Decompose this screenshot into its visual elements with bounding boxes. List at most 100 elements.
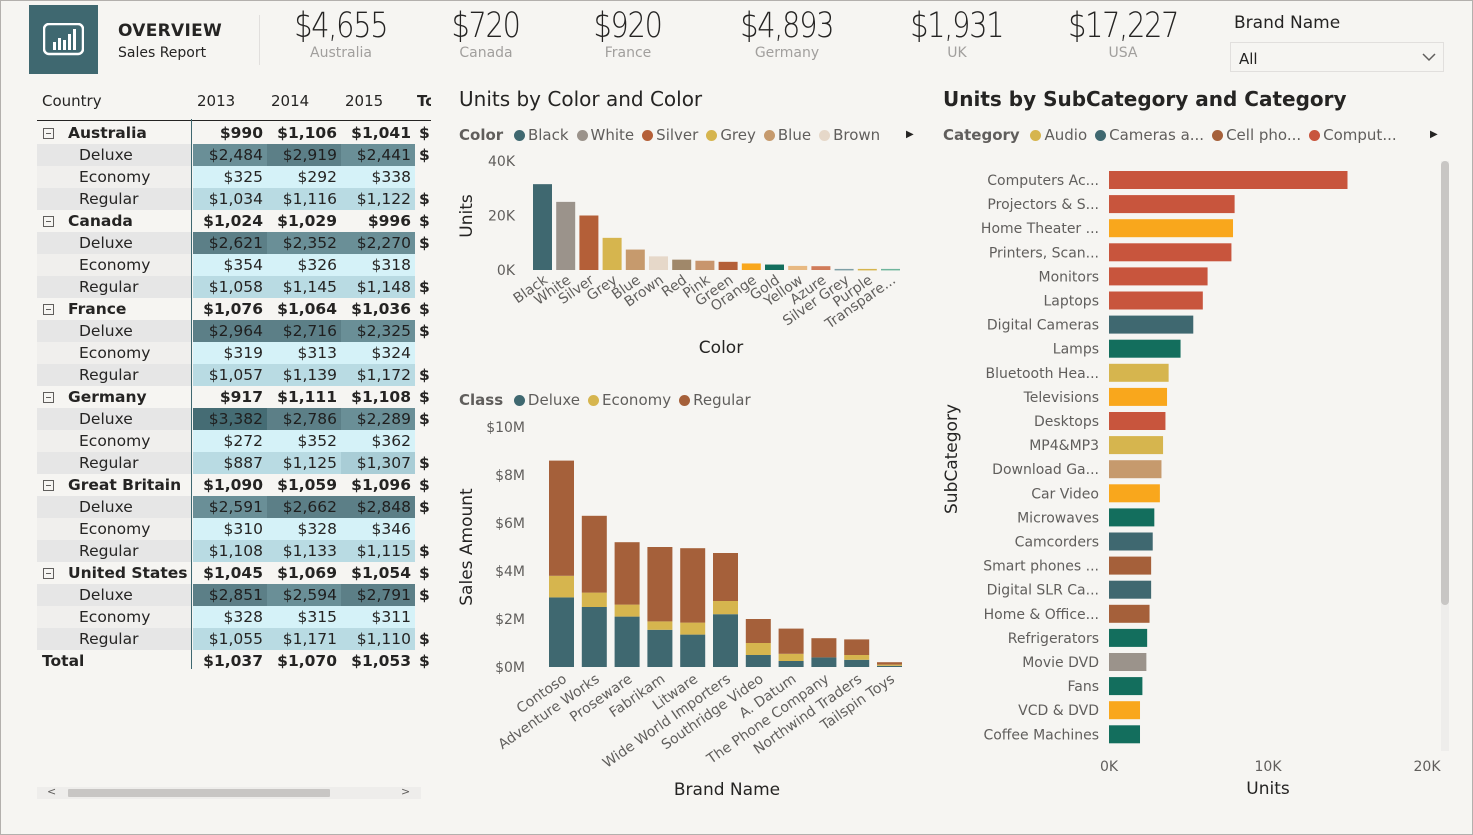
legend-item[interactable]: Regular	[679, 391, 751, 409]
bar[interactable]	[1109, 701, 1141, 720]
stacked-bar-segment[interactable]	[745, 619, 771, 643]
matrix-header-2013[interactable]: 2013	[197, 92, 236, 110]
matrix-row[interactable]: Deluxe $2,621 $2,352 $2,270 $	[37, 232, 431, 254]
matrix-group-row[interactable]: Germany $917 $1,111 $1,108 $	[37, 386, 431, 408]
stacked-bar-segment[interactable]	[647, 621, 673, 630]
matrix-header-2014[interactable]: 2014	[271, 92, 310, 110]
stacked-bar-segment[interactable]	[778, 653, 804, 661]
matrix-group-row[interactable]: France $1,076 $1,064 $1,036 $	[37, 298, 431, 320]
legend-item[interactable]: Deluxe	[513, 391, 580, 409]
bar[interactable]	[788, 265, 808, 270]
matrix-group-row[interactable]: Australia $990 $1,106 $1,041 $	[37, 122, 431, 144]
matrix-total-row[interactable]: Total $1,037 $1,070 $1,053 $	[37, 650, 431, 672]
bar[interactable]	[1109, 580, 1152, 599]
matrix-row[interactable]: Deluxe $2,484 $2,919 $2,441 $	[37, 144, 431, 166]
legend-item[interactable]: White	[576, 126, 634, 144]
matrix-row[interactable]: Deluxe $2,851 $2,594 $2,791 $	[37, 584, 431, 606]
stacked-bar-segment[interactable]	[844, 659, 870, 667]
bar[interactable]	[1109, 604, 1150, 623]
matrix-header-country[interactable]: Country	[42, 92, 102, 110]
matrix-horizontal-scrollbar[interactable]: < >	[37, 785, 421, 801]
bar[interactable]	[1109, 460, 1162, 479]
scroll-left-icon[interactable]: <	[47, 785, 57, 798]
stacked-bar-segment[interactable]	[614, 616, 640, 667]
stacked-bar-segment[interactable]	[877, 664, 902, 666]
legend-item[interactable]: Cameras a...	[1095, 126, 1204, 144]
matrix-row[interactable]: Economy $272 $352 $362	[37, 430, 431, 452]
matrix-row[interactable]: Regular $1,055 $1,171 $1,110 $	[37, 628, 431, 650]
stacked-bar-segment[interactable]	[614, 542, 640, 605]
collapse-icon[interactable]	[43, 128, 54, 139]
matrix-row[interactable]: Economy $310 $328 $346	[37, 518, 431, 540]
collapse-icon[interactable]	[43, 216, 54, 227]
bar[interactable]	[1109, 412, 1166, 430]
collapse-icon[interactable]	[43, 304, 54, 315]
bar[interactable]	[1109, 508, 1155, 527]
bar[interactable]	[695, 260, 715, 270]
bar[interactable]	[1109, 195, 1235, 214]
stacked-bar-segment[interactable]	[581, 607, 607, 667]
legend-item[interactable]: Silver	[642, 126, 698, 144]
bar[interactable]	[857, 268, 877, 271]
bar[interactable]	[1109, 725, 1141, 744]
brand-slicer-dropdown[interactable]: All	[1230, 42, 1444, 72]
matrix-group-row[interactable]: Great Britain $1,090 $1,059 $1,096 $	[37, 474, 431, 496]
stacked-bar-segment[interactable]	[680, 622, 706, 635]
bar[interactable]	[1109, 363, 1169, 382]
bar[interactable]	[1109, 532, 1153, 551]
scrollbar-thumb[interactable]	[68, 789, 330, 797]
legend-item[interactable]: Cell pho...	[1212, 126, 1301, 144]
legend-next-icon[interactable]: ▶	[906, 129, 914, 140]
matrix-group-row[interactable]: Canada $1,024 $1,029 $996 $	[37, 210, 431, 232]
matrix-row[interactable]: Regular $1,057 $1,139 $1,172 $	[37, 364, 431, 386]
stacked-bar-segment[interactable]	[680, 634, 706, 667]
bar[interactable]	[834, 268, 854, 271]
stacked-bar-segment[interactable]	[549, 460, 574, 576]
bar[interactable]	[1109, 628, 1148, 647]
bar[interactable]	[649, 256, 668, 270]
matrix-row[interactable]: Deluxe $3,382 $2,786 $2,289 $	[37, 408, 431, 430]
stacked-bar-segment[interactable]	[811, 638, 837, 658]
bar[interactable]	[1109, 484, 1160, 503]
matrix-row[interactable]: Deluxe $2,964 $2,716 $2,325 $	[37, 320, 431, 342]
bar[interactable]	[1109, 171, 1348, 189]
stacked-bar-segment[interactable]	[877, 662, 902, 665]
stacked-bar-segment[interactable]	[549, 575, 574, 598]
legend-item[interactable]: Blue	[763, 126, 811, 144]
bar[interactable]	[556, 201, 576, 270]
stacked-bar-segment[interactable]	[713, 553, 738, 601]
stacked-bar-segment[interactable]	[778, 628, 804, 654]
stacked-bar-segment[interactable]	[713, 601, 738, 615]
stacked-bar-segment[interactable]	[745, 655, 771, 667]
stacked-bar-segment[interactable]	[713, 614, 738, 667]
bar[interactable]	[1109, 653, 1147, 671]
bar[interactable]	[1109, 219, 1234, 238]
legend-item[interactable]: Comput...	[1309, 126, 1397, 144]
bar[interactable]	[1109, 677, 1143, 696]
stacked-bar-segment[interactable]	[844, 639, 870, 655]
matrix-group-row[interactable]: United States $1,045 $1,069 $1,054 $	[37, 562, 431, 584]
bar[interactable]	[765, 264, 784, 270]
bar[interactable]	[672, 259, 692, 270]
stacked-bar-segment[interactable]	[647, 629, 673, 667]
scrollbar-thumb[interactable]	[1441, 161, 1449, 605]
stacked-bar-segment[interactable]	[549, 597, 574, 667]
legend-next-icon[interactable]: ▶	[1430, 129, 1438, 140]
matrix-header-total[interactable]: To	[417, 92, 431, 110]
matrix-row[interactable]: Deluxe $2,591 $2,662 $2,848 $	[37, 496, 431, 518]
collapse-icon[interactable]	[43, 568, 54, 579]
legend-item[interactable]: Audio	[1030, 126, 1087, 144]
matrix-row[interactable]: Economy $328 $315 $311	[37, 606, 431, 628]
stacked-bar-segment[interactable]	[877, 665, 902, 667]
bar[interactable]	[533, 184, 552, 270]
matrix-row[interactable]: Economy $354 $326 $318	[37, 254, 431, 276]
legend-item[interactable]: Black	[513, 126, 569, 144]
matrix-row[interactable]: Regular $887 $1,125 $1,307 $	[37, 452, 431, 474]
stacked-bar-segment[interactable]	[614, 604, 640, 617]
bar[interactable]	[1109, 291, 1203, 310]
matrix-row[interactable]: Economy $319 $313 $324	[37, 342, 431, 364]
bar[interactable]	[1109, 556, 1152, 575]
matrix-row[interactable]: Regular $1,034 $1,116 $1,122 $	[37, 188, 431, 210]
bar[interactable]	[741, 263, 761, 270]
matrix-row[interactable]: Economy $325 $292 $338	[37, 166, 431, 188]
